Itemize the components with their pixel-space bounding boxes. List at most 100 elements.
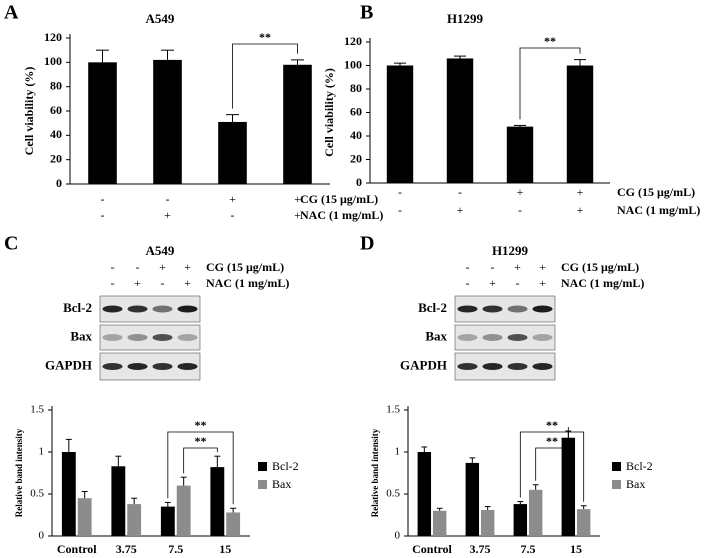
blot-band	[482, 363, 503, 370]
condition-sign: +	[577, 203, 584, 217]
y-tick-label: 1.5	[386, 404, 400, 416]
y-tick-label: 0.5	[30, 488, 44, 500]
bar	[283, 64, 312, 184]
y-tick-label: 20	[350, 151, 362, 165]
condition-sign: +	[294, 208, 301, 222]
blot-band	[127, 363, 148, 370]
error-bar	[436, 507, 443, 511]
significance-bracket	[232, 43, 298, 109]
condition-sign: -	[136, 260, 140, 274]
bar	[561, 437, 576, 536]
error-bar	[484, 506, 491, 510]
blot-band	[532, 334, 553, 341]
condition-sign: +	[184, 260, 191, 274]
error-bar	[454, 55, 466, 59]
annotation: **	[195, 434, 207, 448]
blot-band	[482, 334, 503, 341]
error-bar	[65, 438, 72, 452]
significance-bracket	[535, 427, 569, 481]
blot-label: Bcl-2	[418, 300, 447, 315]
blot-band	[102, 363, 123, 370]
y-tick-label: 40	[350, 128, 362, 142]
condition-sign: +	[539, 276, 546, 290]
bar	[176, 485, 191, 536]
blot-band	[457, 305, 478, 313]
annotation: **	[544, 34, 556, 48]
bar	[513, 504, 528, 536]
condition-sign: -	[458, 185, 462, 199]
y-tick-label: 60	[50, 103, 62, 117]
y-tick-label: 0	[39, 530, 45, 542]
bar	[506, 126, 534, 183]
error-bar	[291, 59, 304, 65]
condition-label: NAC (1 mg/mL)	[206, 276, 289, 290]
blot-band	[152, 363, 173, 370]
significance-bracket	[519, 47, 581, 120]
error-bar	[469, 457, 476, 463]
legend-swatch	[258, 462, 267, 471]
bar	[210, 467, 225, 536]
condition-sign: +	[539, 260, 546, 274]
legend-swatch	[612, 462, 621, 471]
condition-sign: -	[111, 260, 115, 274]
legend-label: Bcl-2	[626, 459, 653, 473]
condition-sign: -	[101, 208, 105, 222]
blot-band	[532, 363, 553, 370]
panel-letter: B	[360, 2, 373, 24]
y-tick-label: 0	[356, 175, 362, 189]
bar	[566, 65, 594, 183]
panel-title: H1299	[492, 243, 529, 258]
bar	[417, 452, 432, 536]
blot-band	[457, 363, 478, 370]
condition-sign: +	[134, 276, 141, 290]
y-tick-label: 80	[50, 78, 62, 92]
blot-band	[482, 305, 503, 313]
error-bar	[517, 501, 524, 505]
bar	[127, 504, 142, 536]
annotation: **	[195, 418, 207, 432]
blot-band	[127, 334, 148, 341]
condition-label: CG (15 μg/mL)	[617, 185, 695, 199]
y-axis-label: Relative band intensity	[370, 428, 380, 517]
panel-title: H1299	[447, 11, 484, 26]
y-axis-label: Relative band intensity	[14, 428, 24, 517]
condition-sign: +	[577, 185, 584, 199]
panel-letter: A	[4, 2, 19, 24]
error-bar	[131, 497, 138, 505]
error-bar	[580, 505, 587, 510]
significance-bracket	[167, 431, 234, 505]
y-tick-label: 0.5	[386, 488, 400, 500]
condition-sign: -	[466, 260, 470, 274]
y-tick-label: 80	[350, 81, 362, 95]
y-tick-label: 20	[50, 151, 62, 165]
condition-label: CG (15 μg/mL)	[561, 260, 639, 274]
condition-sign: -	[466, 276, 470, 290]
condition-sign: -	[161, 276, 165, 290]
error-bar	[81, 490, 88, 499]
condition-sign: +	[164, 208, 171, 222]
legend-label: Bax	[272, 477, 291, 491]
bar	[160, 506, 175, 536]
y-tick-label: 120	[44, 30, 62, 44]
error-bar	[164, 501, 171, 507]
blot-band	[102, 334, 123, 341]
condition-sign: +	[489, 276, 496, 290]
y-axis-label: Cell viability (%)	[22, 67, 36, 156]
x-tick-label: 15	[219, 542, 231, 556]
bar	[77, 498, 92, 536]
y-tick-label: 0	[56, 176, 62, 190]
blot-band	[507, 305, 528, 313]
error-bar	[214, 455, 221, 468]
x-tick-label: Control	[57, 542, 97, 556]
error-bar	[96, 49, 109, 63]
blot-strip	[454, 324, 556, 351]
condition-sign: -	[231, 208, 235, 222]
bar	[153, 59, 182, 184]
bar	[386, 65, 414, 183]
x-tick-label: 3.75	[470, 542, 491, 556]
blot-label: Bax	[70, 328, 92, 343]
blot-band	[177, 334, 198, 341]
blot-label: Bcl-2	[63, 300, 92, 315]
bar	[465, 462, 480, 536]
